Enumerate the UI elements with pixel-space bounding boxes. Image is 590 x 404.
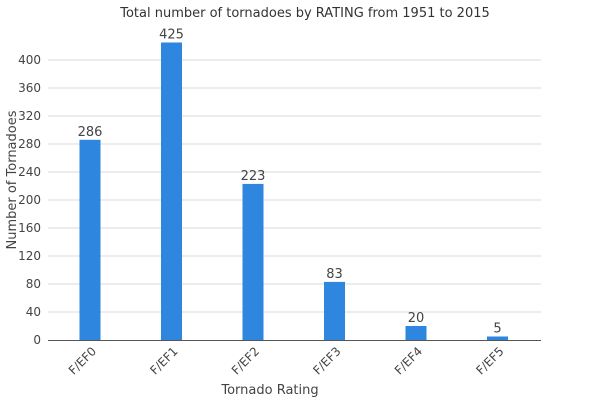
grid-lines bbox=[48, 59, 541, 313]
chart-title: Total number of tornadoes by RATING from… bbox=[119, 6, 490, 21]
y-tick-label: 280 bbox=[18, 137, 41, 151]
bar[interactable] bbox=[242, 183, 264, 340]
bar[interactable] bbox=[161, 42, 182, 341]
bar-value-label: 223 bbox=[241, 169, 266, 184]
bar-value-label: 286 bbox=[78, 125, 103, 140]
y-tick-label: 0 bbox=[33, 333, 41, 347]
y-tick-label: 400 bbox=[18, 53, 41, 67]
bar-value-label: 5 bbox=[493, 322, 501, 337]
y-tick-label: 320 bbox=[18, 109, 41, 123]
x-axis-title: Tornado Rating bbox=[220, 383, 318, 398]
bar-value-label: 20 bbox=[408, 311, 425, 326]
bar[interactable] bbox=[487, 336, 508, 341]
x-tick-label: F/EF1 bbox=[147, 344, 180, 377]
bar-value-label: 425 bbox=[159, 28, 184, 43]
x-tick-label: F/EF0 bbox=[66, 344, 99, 377]
y-tick-label: 200 bbox=[18, 193, 41, 207]
y-tick-label: 40 bbox=[26, 305, 41, 319]
y-axis-title: Number of Tornadoes bbox=[5, 110, 20, 249]
bar[interactable] bbox=[324, 281, 345, 340]
x-tick-label: F/EF3 bbox=[310, 344, 343, 377]
x-tick-label: F/EF4 bbox=[392, 344, 425, 377]
bar[interactable] bbox=[79, 139, 101, 340]
bars bbox=[79, 42, 508, 341]
x-tick-label: F/EF2 bbox=[229, 344, 262, 377]
data-labels: 286 425 223 83 20 5 bbox=[78, 28, 502, 337]
x-axis-ticks: F/EF0 F/EF1 F/EF2 F/EF3 F/EF4 F/EF5 bbox=[66, 344, 507, 377]
bar[interactable] bbox=[405, 326, 427, 340]
bar-value-label: 83 bbox=[326, 267, 343, 282]
x-tick-label: F/EF5 bbox=[473, 344, 506, 377]
y-tick-label: 80 bbox=[26, 277, 41, 291]
y-axis-ticks: 0 40 80 120 160 200 240 280 320 360 400 bbox=[18, 53, 41, 347]
y-tick-label: 160 bbox=[18, 221, 41, 235]
y-tick-label: 240 bbox=[18, 165, 41, 179]
y-tick-label: 120 bbox=[18, 249, 41, 263]
y-tick-label: 360 bbox=[18, 81, 41, 95]
